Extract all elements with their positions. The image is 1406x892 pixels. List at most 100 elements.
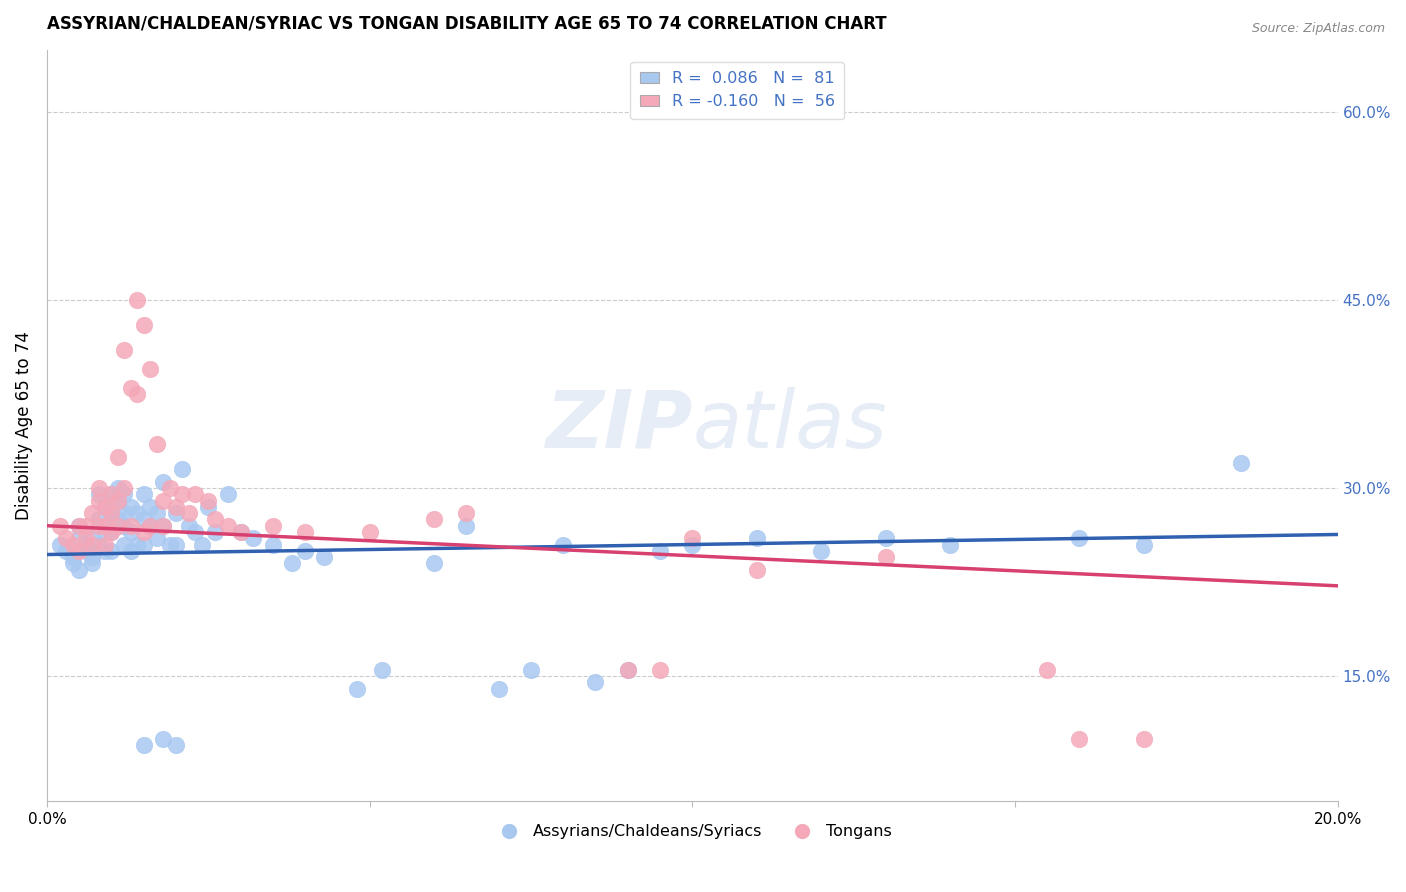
Legend: Assyrians/Chaldeans/Syriacs, Tongans: Assyrians/Chaldeans/Syriacs, Tongans bbox=[486, 818, 898, 846]
Point bbox=[67, 518, 90, 533]
Point bbox=[107, 493, 129, 508]
Point bbox=[80, 556, 103, 570]
Point bbox=[681, 531, 703, 545]
Point bbox=[456, 506, 478, 520]
Point bbox=[112, 518, 135, 533]
Point bbox=[165, 738, 187, 752]
Point bbox=[456, 518, 478, 533]
Point bbox=[371, 663, 394, 677]
Point bbox=[1230, 456, 1253, 470]
Point bbox=[184, 524, 207, 539]
Point bbox=[204, 512, 226, 526]
Point bbox=[94, 518, 117, 533]
Point bbox=[132, 524, 155, 539]
Point bbox=[520, 663, 543, 677]
Point bbox=[197, 500, 219, 514]
Point bbox=[127, 537, 149, 551]
Point bbox=[87, 487, 110, 501]
Point bbox=[939, 537, 962, 551]
Point bbox=[1036, 663, 1059, 677]
Point bbox=[62, 556, 84, 570]
Point bbox=[87, 481, 110, 495]
Text: Source: ZipAtlas.com: Source: ZipAtlas.com bbox=[1251, 22, 1385, 36]
Point bbox=[107, 450, 129, 464]
Point bbox=[120, 518, 142, 533]
Point bbox=[242, 531, 264, 545]
Point bbox=[127, 293, 149, 308]
Point bbox=[120, 500, 142, 514]
Point bbox=[172, 462, 194, 476]
Point bbox=[132, 487, 155, 501]
Text: ZIP: ZIP bbox=[546, 386, 692, 465]
Point bbox=[55, 543, 77, 558]
Point bbox=[281, 556, 304, 570]
Point bbox=[585, 675, 607, 690]
Point bbox=[204, 524, 226, 539]
Point bbox=[152, 731, 174, 746]
Point bbox=[112, 343, 135, 358]
Point bbox=[67, 563, 90, 577]
Point bbox=[87, 537, 110, 551]
Point bbox=[112, 481, 135, 495]
Point bbox=[100, 524, 122, 539]
Point bbox=[177, 518, 200, 533]
Point bbox=[152, 475, 174, 489]
Point bbox=[1133, 731, 1156, 746]
Point bbox=[346, 681, 368, 696]
Point bbox=[314, 549, 336, 564]
Point bbox=[120, 543, 142, 558]
Point bbox=[132, 738, 155, 752]
Point bbox=[132, 537, 155, 551]
Point bbox=[87, 512, 110, 526]
Point bbox=[159, 481, 181, 495]
Point bbox=[159, 537, 181, 551]
Point bbox=[100, 487, 122, 501]
Point bbox=[616, 663, 638, 677]
Point bbox=[94, 543, 117, 558]
Point bbox=[875, 549, 897, 564]
Point bbox=[294, 543, 316, 558]
Point bbox=[745, 563, 768, 577]
Point bbox=[359, 524, 381, 539]
Point bbox=[172, 487, 194, 501]
Point bbox=[80, 506, 103, 520]
Point bbox=[875, 531, 897, 545]
Point bbox=[132, 318, 155, 333]
Point bbox=[165, 506, 187, 520]
Point bbox=[107, 493, 129, 508]
Point bbox=[294, 524, 316, 539]
Point bbox=[681, 537, 703, 551]
Point bbox=[107, 481, 129, 495]
Point bbox=[80, 531, 103, 545]
Point bbox=[177, 506, 200, 520]
Point bbox=[616, 663, 638, 677]
Point bbox=[127, 387, 149, 401]
Point bbox=[87, 518, 110, 533]
Point bbox=[80, 537, 103, 551]
Point bbox=[229, 524, 252, 539]
Point bbox=[165, 537, 187, 551]
Point bbox=[1069, 531, 1091, 545]
Point bbox=[107, 518, 129, 533]
Point bbox=[75, 531, 97, 545]
Point bbox=[648, 663, 671, 677]
Point bbox=[423, 512, 446, 526]
Point bbox=[165, 500, 187, 514]
Point bbox=[217, 487, 239, 501]
Point bbox=[145, 506, 167, 520]
Point bbox=[100, 506, 122, 520]
Point bbox=[191, 537, 214, 551]
Point bbox=[1133, 537, 1156, 551]
Point bbox=[62, 537, 84, 551]
Point bbox=[49, 518, 72, 533]
Text: atlas: atlas bbox=[692, 386, 887, 465]
Text: ASSYRIAN/CHALDEAN/SYRIAC VS TONGAN DISABILITY AGE 65 TO 74 CORRELATION CHART: ASSYRIAN/CHALDEAN/SYRIAC VS TONGAN DISAB… bbox=[46, 15, 887, 33]
Point bbox=[553, 537, 575, 551]
Point bbox=[67, 518, 90, 533]
Point bbox=[94, 500, 117, 514]
Point bbox=[262, 537, 284, 551]
Point bbox=[139, 500, 162, 514]
Point bbox=[139, 518, 162, 533]
Point bbox=[229, 524, 252, 539]
Y-axis label: Disability Age 65 to 74: Disability Age 65 to 74 bbox=[15, 331, 32, 520]
